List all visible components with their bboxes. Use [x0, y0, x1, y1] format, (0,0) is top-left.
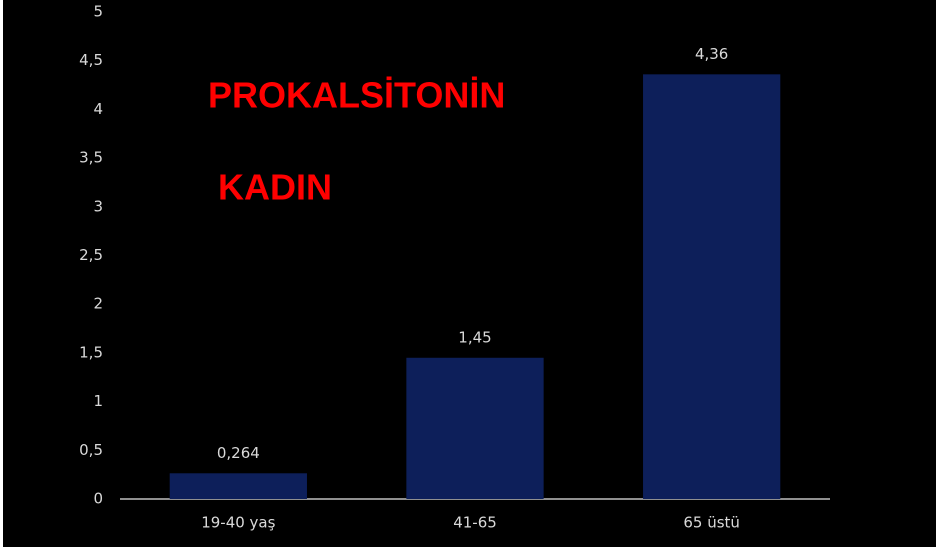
y-tick-label: 4	[93, 100, 103, 118]
x-tick-label: 65 üstü	[683, 514, 740, 532]
y-tick-label: 1	[93, 392, 103, 410]
data-label: 0,264	[217, 444, 260, 462]
data-label: 4,36	[695, 45, 728, 63]
y-tick-label: 0	[93, 490, 103, 508]
data-label: 1,45	[458, 328, 491, 346]
y-tick-label: 5	[93, 3, 103, 21]
y-tick-label: 4,5	[79, 51, 103, 69]
x-tick-label: 19-40 yaş	[201, 514, 275, 532]
y-tick-label: 0,5	[79, 441, 103, 459]
annotation: PROKALSİTONİN	[208, 75, 505, 116]
y-tick-label: 2,5	[79, 246, 103, 264]
y-tick-label: 3,5	[79, 149, 103, 167]
y-tick-label: 3	[93, 197, 103, 215]
y-tick-label: 1,5	[79, 343, 103, 361]
bar	[643, 74, 781, 499]
bar	[406, 357, 544, 499]
y-tick-label: 2	[93, 295, 103, 313]
bar	[169, 473, 307, 499]
annotation: KADIN	[218, 167, 332, 208]
x-tick-label: 41-65	[453, 514, 497, 532]
